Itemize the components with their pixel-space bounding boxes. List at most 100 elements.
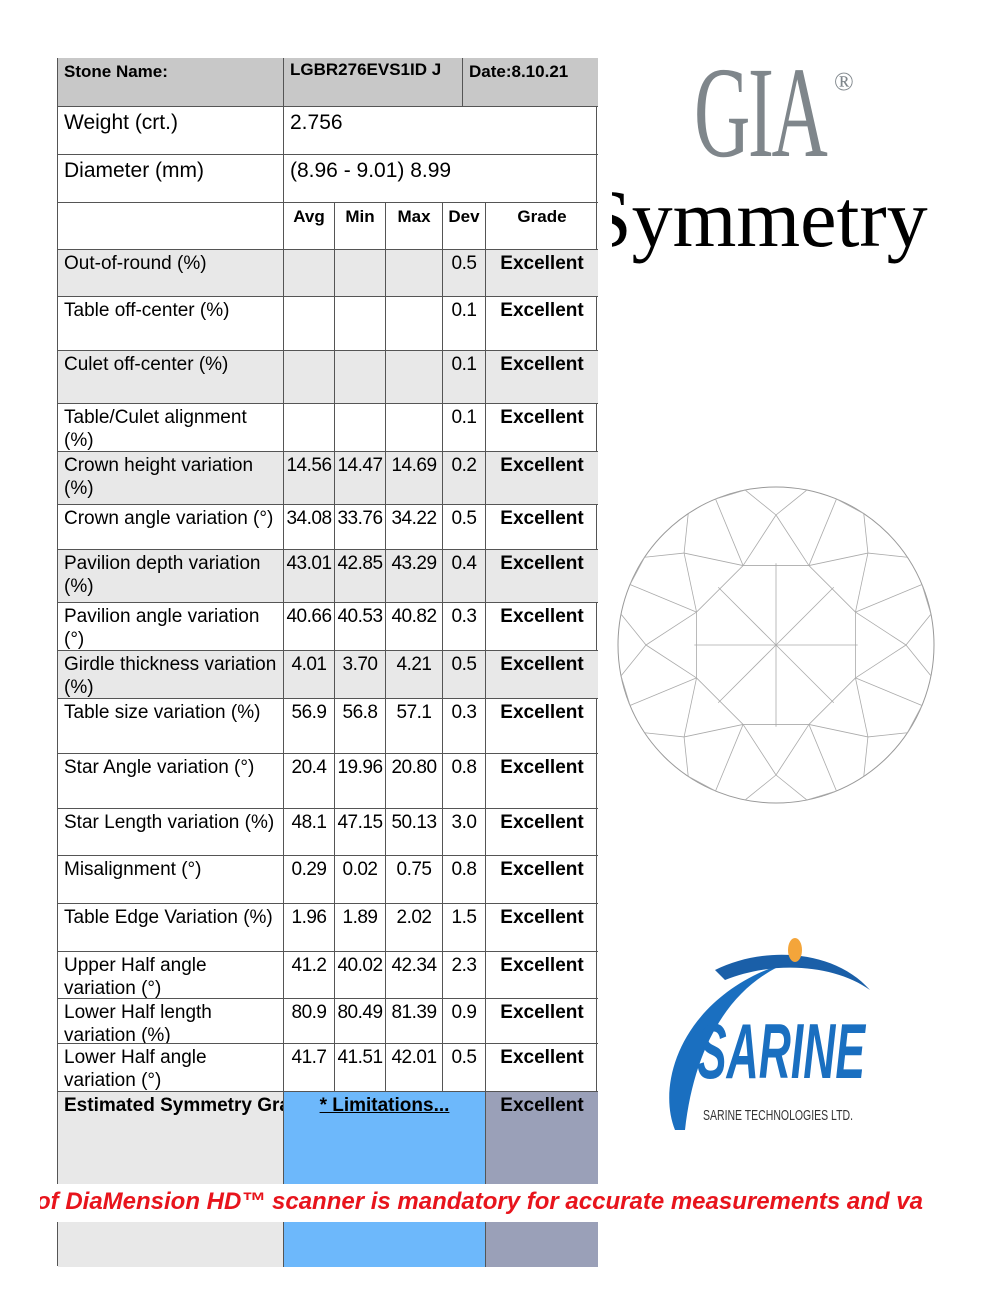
- measurement-label: Lower Half angle variation (°): [64, 1047, 207, 1091]
- facet-line: [775, 644, 835, 704]
- stone-name-label: Stone Name:: [64, 62, 168, 81]
- facet-line: [836, 498, 864, 514]
- col-min: Min: [334, 203, 385, 249]
- weight-value: 2.756: [283, 107, 598, 154]
- scanner-warning-text: of DiaMension HD™ scanner is mandatory f…: [40, 1188, 923, 1215]
- facet-line: [775, 586, 835, 646]
- diameter-value: (8.96 - 9.01) 8.99: [283, 155, 598, 202]
- measurement-dev: 2.3: [442, 952, 485, 998]
- measurement-label: Crown angle variation (°): [64, 508, 274, 529]
- measurement-row: Pavilion angle variation (°) 40.66 40.53 40…: [58, 602, 598, 650]
- measurement-grade: Excellent: [485, 856, 598, 903]
- measurement-grade: Excellent: [485, 651, 598, 698]
- measurement-max: 40.82: [385, 603, 442, 650]
- measurement-label: Out-of-round (%): [64, 253, 207, 274]
- col-dev: Dev: [442, 203, 485, 249]
- measurement-row: Table off-center (%) 0.1 Excellent: [58, 296, 598, 350]
- measurement-avg: [283, 404, 334, 451]
- measurement-grade: Excellent: [485, 699, 598, 753]
- measurement-avg: 41.7: [283, 1044, 334, 1091]
- measurement-grade: Excellent: [485, 754, 598, 808]
- measurement-avg: 14.56: [283, 452, 334, 504]
- measurement-max: 0.75: [385, 856, 442, 903]
- measurement-min: 42.85: [334, 550, 385, 602]
- weight-label: Weight (crt.): [64, 111, 178, 134]
- measurement-max: 42.01: [385, 1044, 442, 1091]
- facet-line: [629, 584, 697, 613]
- measurement-max: 43.29: [385, 550, 442, 602]
- facet-line: [683, 736, 689, 777]
- diamond-facet-diagram: [617, 486, 935, 804]
- measurement-dev: 0.9: [442, 999, 485, 1043]
- col-avg: Avg: [283, 203, 334, 249]
- measurement-label: Girdle thickness variation (%): [64, 654, 277, 698]
- measurement-min: 14.47: [334, 452, 385, 504]
- measurement-min: 40.02: [334, 952, 385, 998]
- measurement-avg: 80.9: [283, 999, 334, 1043]
- measurement-dev: 0.8: [442, 856, 485, 903]
- measurement-avg: [283, 351, 334, 403]
- facet-line: [855, 552, 869, 613]
- measurement-row: Girdle thickness variation (%) 4.01 3.70 4.…: [58, 650, 598, 698]
- limitations-link[interactable]: * Limitations...: [319, 1095, 450, 1116]
- facet-line: [644, 552, 685, 558]
- measurement-dev: 0.3: [442, 699, 485, 753]
- measurement-grade: Excellent: [485, 550, 598, 602]
- stone-name-value: LGBR276EVS1ID J: [283, 58, 462, 107]
- measurement-grade: Excellent: [485, 809, 598, 855]
- facet-line: [683, 677, 697, 738]
- sarine-subtitle: SARINE TECHNOLOGIES LTD.: [703, 1107, 853, 1124]
- measurement-grade: Excellent: [485, 603, 598, 650]
- measurement-grade: Excellent: [485, 904, 598, 951]
- measurement-dev: 0.8: [442, 754, 485, 808]
- measurement-min: [334, 404, 385, 451]
- measurement-max: 81.39: [385, 999, 442, 1043]
- facet-line: [907, 705, 923, 733]
- summary-grade: Excellent: [485, 1092, 598, 1267]
- measurement-avg: [283, 297, 334, 350]
- measurement-label: Lower Half length variation (%): [64, 1002, 212, 1043]
- scanner-warning-banner: of DiaMension HD™ scanner is mandatory f…: [40, 1184, 950, 1222]
- facet-line: [775, 489, 808, 516]
- measurement-dev: 0.1: [442, 404, 485, 451]
- measurement-max: [385, 297, 442, 350]
- measurement-avg: 0.29: [283, 856, 334, 903]
- date: Date:8.10.21: [462, 58, 598, 107]
- measurement-row: Table/Culet alignment (%) 0.1 Excellent: [58, 403, 598, 451]
- facet-line: [742, 724, 777, 776]
- measurement-min: 33.76: [334, 505, 385, 549]
- measurement-grade: Excellent: [485, 452, 598, 504]
- facet-line: [808, 498, 837, 566]
- facet-line: [775, 514, 810, 566]
- col-max: Max: [385, 203, 442, 249]
- col-grade: Grade: [485, 203, 598, 249]
- symmetry-title-text: Symmetry: [612, 178, 928, 264]
- measurement-row: Star Length variation (%) 48.1 47.15 50.13 3…: [58, 808, 598, 855]
- diameter-label: Diameter (mm): [64, 159, 204, 182]
- measurement-dev: 0.1: [442, 297, 485, 350]
- measurement-row: Misalignment (°) 0.29 0.02 0.75 0.8 Excellent: [58, 855, 598, 903]
- measurement-min: [334, 297, 385, 350]
- sarine-logo: SARINE SARINE TECHNOLOGIES LTD.: [669, 938, 870, 1130]
- measurement-dev: 0.2: [442, 452, 485, 504]
- facet-line: [715, 724, 744, 792]
- facet-line: [806, 790, 837, 801]
- measurement-max: [385, 351, 442, 403]
- measurement-max: 57.1: [385, 699, 442, 753]
- limitations-cell: * Limitations...: [283, 1092, 485, 1267]
- measurement-dev: 0.1: [442, 351, 485, 403]
- measurement-avg: 1.96: [283, 904, 334, 951]
- facet-line: [629, 677, 697, 706]
- measurement-min: [334, 250, 385, 296]
- measurement-avg: 20.4: [283, 754, 334, 808]
- measurement-label: Crown height variation (%): [64, 455, 254, 499]
- measurement-label: Pavilion depth variation (%): [64, 553, 261, 597]
- measurement-max: 2.02: [385, 904, 442, 951]
- facet-line: [645, 611, 697, 646]
- measurement-dev: 0.5: [442, 505, 485, 549]
- facet-line: [855, 677, 923, 706]
- measurement-max: 34.22: [385, 505, 442, 549]
- registered-mark: ®: [834, 67, 854, 96]
- measurement-max: [385, 404, 442, 451]
- facet-line: [620, 675, 631, 706]
